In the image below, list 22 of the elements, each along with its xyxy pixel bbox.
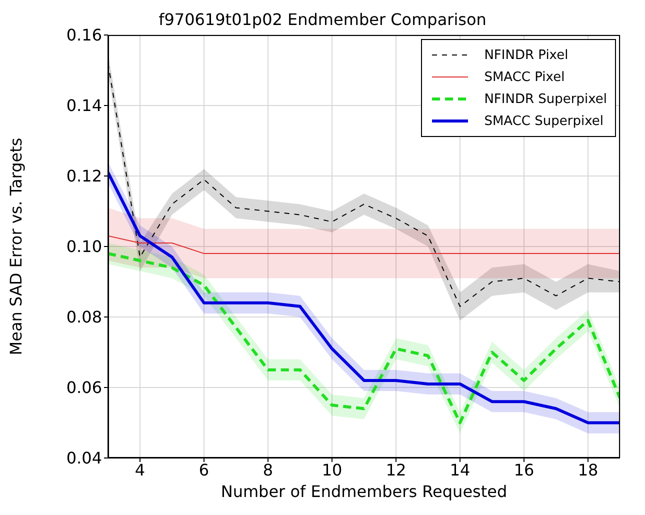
y-tick-label: 0.08 [66, 308, 102, 327]
x-tick-label: 18 [578, 460, 598, 480]
legend-label: NFINDR Pixel [484, 48, 568, 62]
y-tick-label: 0.16 [66, 26, 102, 45]
x-tick-label: 8 [262, 460, 274, 480]
x-tick-label: 14 [450, 460, 470, 480]
legend-label: NFINDR Superpixel [484, 92, 607, 106]
y-tick-label: 0.12 [66, 166, 102, 186]
x-tick-label: 10 [322, 460, 342, 480]
x-tick-label: 4 [134, 460, 146, 480]
y-tick-label: 0.14 [66, 96, 102, 116]
x-tick-label: 12 [386, 460, 406, 480]
y-tick-label: 0.10 [66, 237, 102, 256]
x-tick-label: 6 [198, 460, 210, 480]
y-axis-title: Mean SAD Error vs. Targets [6, 138, 26, 356]
y-tick-label: 0.06 [66, 378, 102, 398]
chart-title: f970619t01p02 Endmember Comparison [158, 10, 486, 29]
x-tick-label: 16 [514, 460, 534, 480]
legend-label: SMACC Superpixel [484, 114, 604, 128]
x-axis-title: Number of Endmembers Requested [220, 482, 508, 501]
y-tick-label: 0.04 [66, 448, 102, 468]
legend-label: SMACC Pixel [484, 70, 565, 84]
